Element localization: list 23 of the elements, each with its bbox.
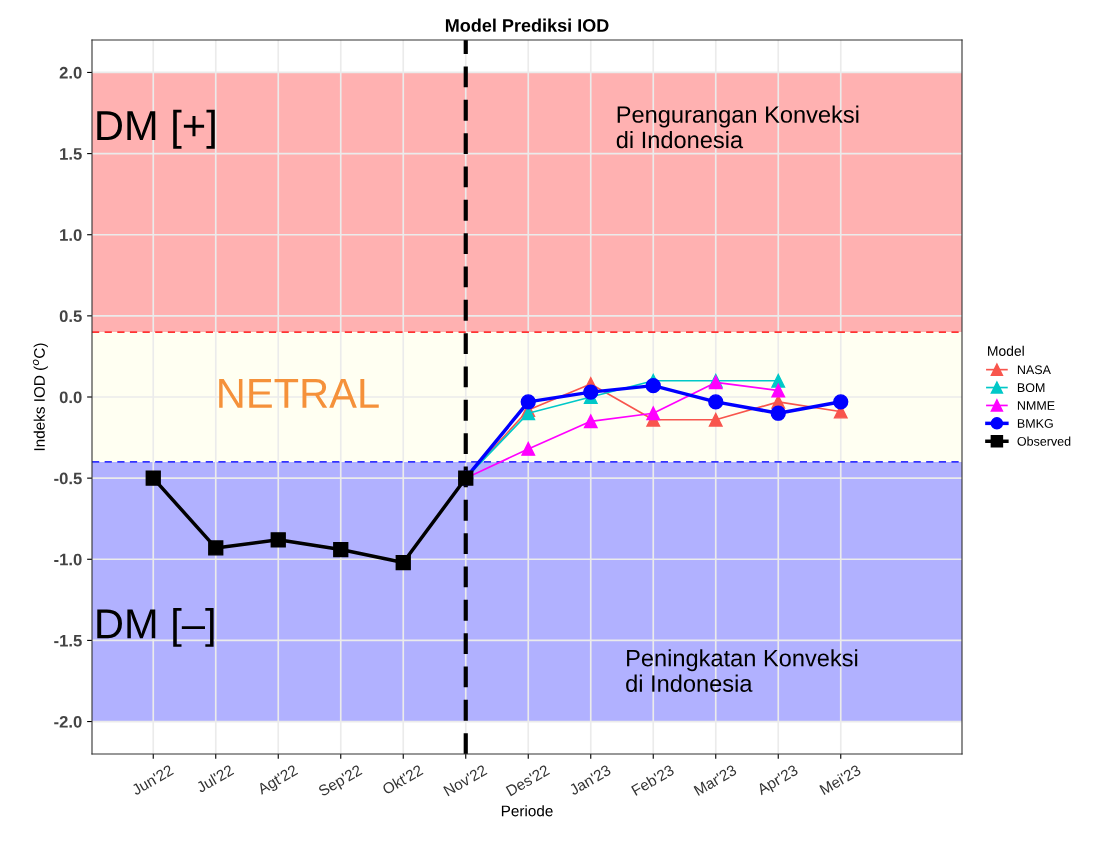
y-tick-label: -0.5	[54, 472, 82, 485]
legend-label: BOM	[1017, 383, 1045, 393]
annotation: Peningkatan Konveksi di Indonesia	[626, 649, 858, 692]
chart-title: Model Prediksi IOD	[445, 18, 609, 32]
y-tick-label: 0.0	[59, 391, 82, 404]
y-tick-label: 2.0	[59, 66, 82, 79]
legend-label: BMKG	[1017, 419, 1053, 428]
legend-label: NASA	[1017, 365, 1051, 375]
y-tick-label: 0.5	[59, 310, 82, 323]
y-axis-title: Indeks IOD ($^{o}$C)	[32, 343, 48, 451]
x-axis-title: Periode	[501, 805, 553, 817]
legend-label: Observed	[1017, 436, 1071, 446]
y-tick-label: -1.0	[54, 553, 82, 566]
annotation: DM [–]	[97, 608, 214, 647]
y-tick-label: -2.0	[54, 715, 82, 728]
annotation: DM [+]	[97, 109, 215, 149]
y-tick-label: 1.5	[60, 148, 82, 160]
annotation: NETRAL	[219, 379, 379, 408]
y-tick-label: -1.5	[54, 634, 82, 647]
legend-label: NMME	[1017, 401, 1055, 410]
annotation: Pengurangan Konveksi di Indonesia	[616, 105, 859, 149]
y-tick-label: 1.0	[60, 229, 82, 241]
legend-title: Model	[988, 345, 1024, 356]
